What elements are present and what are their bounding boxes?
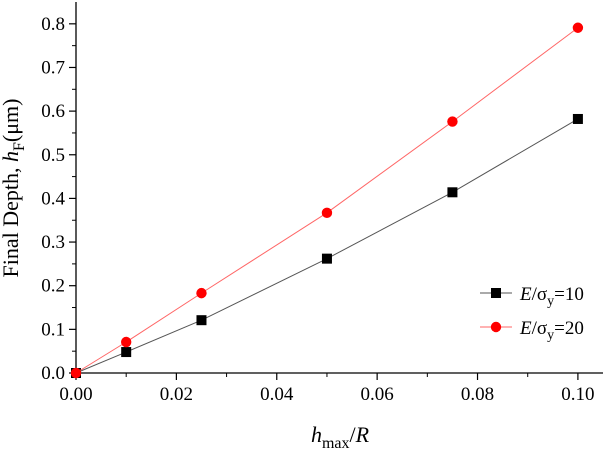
legend-label-tail: =10	[554, 284, 584, 305]
data-point	[572, 113, 583, 124]
series-line	[75, 27, 579, 374]
legend-item-1: E/σy=10	[480, 284, 584, 309]
data-point	[447, 116, 458, 127]
y-axis-title-sub: F	[11, 142, 28, 151]
legend-label-var: E	[519, 318, 532, 339]
y-tick-label: 0.5	[41, 145, 65, 166]
legend-label: E/σy=20	[519, 318, 584, 343]
y-tick-label: 0.6	[41, 101, 65, 122]
x-axis-title-slash: /	[349, 422, 356, 447]
legend-marker	[491, 288, 501, 298]
y-axis-title-prefix: Final Depth,	[0, 162, 23, 278]
y-tick-label: 0.2	[41, 276, 65, 297]
series-layer	[70, 22, 584, 379]
legend-label-sub: y	[547, 294, 554, 309]
x-axis-title: hmax/R	[311, 422, 370, 448]
y-tick-label: 0.7	[41, 57, 65, 78]
x-tick-label: 0.04	[260, 384, 294, 405]
x-tick-label: 0.08	[461, 384, 494, 405]
x-axis-title-var: R	[355, 422, 370, 447]
data-point	[572, 22, 584, 33]
y-axis-title-suffix: (μm)	[0, 99, 23, 143]
data-point	[321, 253, 332, 264]
axes: 0.00 0.02 0.04 0.06 0.08 0.10 0.0 0.1 0.2 0.3 0.4 0…	[41, 2, 603, 405]
data-point	[321, 207, 333, 219]
y-tick-label: 0.8	[41, 14, 65, 35]
y-tick-label: 0.0	[41, 363, 65, 384]
legend-item-2: E/σy=20	[480, 318, 584, 343]
y-tick-label: 0.4	[41, 188, 65, 209]
data-point	[196, 315, 207, 326]
legend-label-mid: /σ	[532, 318, 548, 339]
legend-label-mid: /σ	[532, 284, 548, 305]
legend-marker	[490, 321, 502, 333]
legend-label-var: E	[519, 284, 532, 305]
x-axis-title-sub: max	[322, 435, 350, 448]
x-axis-title-main: h	[311, 422, 322, 447]
data-point	[70, 367, 82, 379]
x-tick-label: 0.00	[59, 384, 92, 405]
data-point	[121, 347, 132, 358]
legend-label: E/σy=10	[519, 284, 584, 309]
y-axis-title-var: h	[0, 151, 23, 162]
data-point	[447, 187, 458, 198]
x-tick-label: 0.02	[160, 384, 193, 405]
legend-label-tail: =20	[554, 318, 584, 339]
series-line	[75, 118, 579, 374]
legend-label-sub: y	[547, 328, 554, 343]
y-axis-title: Final Depth, hF(μm)	[0, 99, 28, 278]
series-2	[70, 22, 584, 379]
legend: E/σy=10E/σy=20	[480, 284, 584, 343]
data-point	[196, 287, 207, 299]
data-point	[120, 336, 132, 348]
x-tick-label: 0.10	[561, 384, 594, 405]
series-1	[71, 113, 583, 378]
y-tick-label: 0.3	[41, 232, 65, 253]
y-tick-label: 0.1	[41, 319, 65, 340]
x-tick-label: 0.06	[361, 384, 394, 405]
